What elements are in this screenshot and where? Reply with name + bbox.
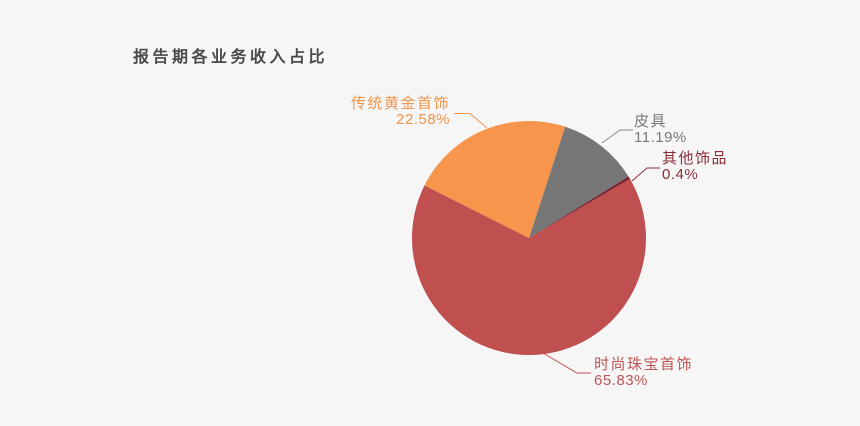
leader-line-1: [601, 129, 633, 144]
pie-slice-3[interactable]: [412, 179, 647, 356]
leader-line-2: [631, 167, 660, 182]
slice-percent: 0.4%: [662, 166, 699, 183]
slice-label-2: 其他饰品 0.4%: [662, 151, 728, 183]
slice-name: 皮具: [634, 113, 668, 130]
leader-line-3: [535, 348, 591, 374]
slice-name: 其他饰品: [662, 150, 729, 167]
leader-line-4: [454, 113, 488, 129]
pie-slice-2[interactable]: [529, 176, 631, 238]
pie-slices-group: [412, 121, 647, 356]
chart-title: 报告期各业务收入占比: [133, 49, 329, 66]
slice-label-4: 传统黄金首饰 22.58%: [351, 96, 450, 128]
slice-percent: 22.58%: [396, 111, 450, 128]
slice-name: 时尚珠宝首饰: [594, 356, 694, 373]
pie-slice-4[interactable]: [424, 121, 566, 238]
slice-percent: 65.83%: [594, 372, 648, 389]
slice-label-1: 皮具 11.19%: [634, 114, 687, 146]
slice-name: 传统黄金首饰: [350, 95, 450, 112]
pie-slice-1[interactable]: [529, 126, 629, 238]
slice-percent: 11.19%: [634, 129, 687, 146]
slice-label-3: 时尚珠宝首饰 65.83%: [594, 357, 693, 389]
leader-lines-group: [454, 113, 660, 374]
